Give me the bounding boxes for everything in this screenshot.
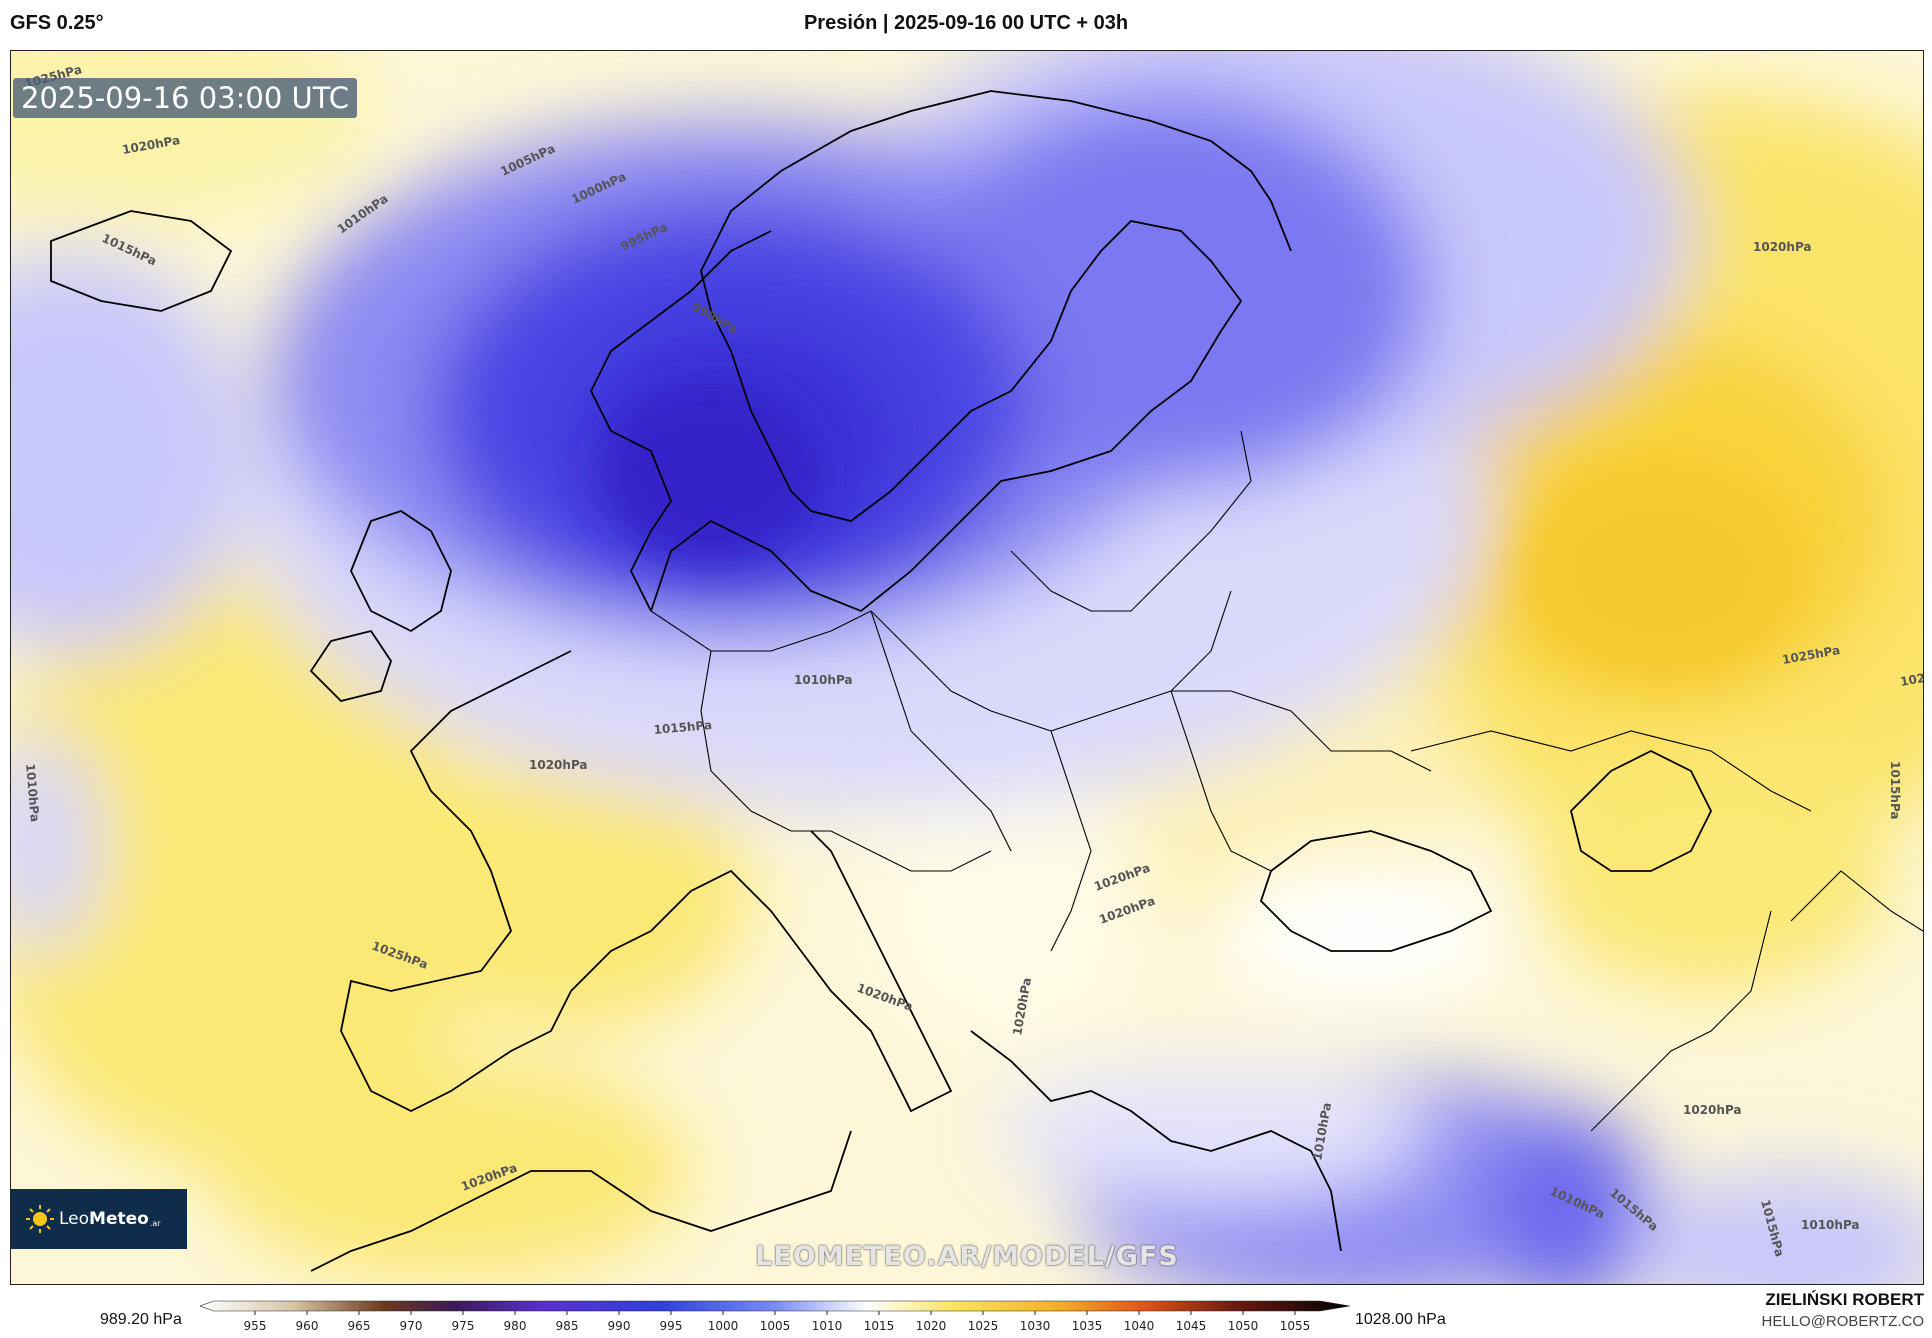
leometeo-logo: Leo Meteo .ar	[11, 1189, 187, 1249]
colorbar-tick-label: 985	[556, 1319, 579, 1333]
colorbar-ticks: 955 960 965 970 975 980 985 990 995 1000 1005 1010 1…	[244, 1311, 1311, 1333]
colorbar-tick-label: 1050	[1228, 1319, 1259, 1333]
pressure-field: 1020hPa 1025hPa 1015hPa 1010hPa 1005hPa …	[11, 51, 1923, 1284]
isobar-label: 1010hPa	[1801, 1218, 1860, 1232]
isobar-label: 1020hPa	[1683, 1103, 1742, 1117]
colorbar-tick-label: 980	[504, 1319, 527, 1333]
colorbar-tick-label: 995	[660, 1319, 683, 1333]
colorbar-tick-label: 1015	[864, 1319, 895, 1333]
colorbar-tick-label: 1020	[916, 1319, 947, 1333]
colorbar-tick-label: 975	[452, 1319, 475, 1333]
author-credit: ZIELIŃSKI ROBERT HELLO@ROBERTZ.CO	[1762, 1290, 1924, 1330]
colorbar-tick-label: 1030	[1020, 1319, 1051, 1333]
colorbar-tick-label: 1010	[812, 1319, 843, 1333]
logo-suffix: .ar	[149, 1218, 161, 1228]
logo-prefix: Leo	[59, 1209, 90, 1229]
colorbar-tick-label: 1025	[968, 1319, 999, 1333]
map-title: Presión | 2025-09-16 00 UTC + 03h	[803, 12, 1129, 34]
isobar-label: 1010hPa	[23, 763, 42, 823]
model-label: GFS 0.25°	[10, 12, 104, 34]
sun-icon	[26, 1205, 54, 1233]
isobar-label: 1010hPa	[794, 673, 853, 687]
timestamp-badge: 2025-09-16 03:00 UTC	[13, 78, 358, 118]
isobar-label: 1020hPa	[1753, 240, 1812, 254]
isobar-label: 1020hPa	[529, 758, 588, 772]
colorbar-tick-label: 1000	[708, 1319, 739, 1333]
colorbar-tick-label: 1035	[1072, 1319, 1103, 1333]
author-email: HELLO@ROBERTZ.CO	[1761, 1313, 1924, 1330]
pressure-map: 1020hPa 1025hPa 1015hPa 1010hPa 1005hPa …	[10, 50, 1924, 1285]
colorbar-tick-label: 1005	[760, 1319, 791, 1333]
colorbar-tick-label: 970	[400, 1319, 423, 1333]
colorbar: 955 960 965 970 975 980 985 990 995 1000 1005 1010 1…	[200, 1300, 1350, 1333]
colorbar-tick-label: 990	[608, 1319, 631, 1333]
logo-bold: Meteo	[89, 1209, 149, 1229]
coastlines	[50, 90, 1713, 1272]
colorbar-tick-label: 1040	[1124, 1319, 1155, 1333]
colorbar-tick-label: 1055	[1280, 1319, 1311, 1333]
watermark: LEOMETEO.AR/MODEL/GFS	[755, 1241, 1179, 1272]
colorbar-tick-label: 960	[296, 1319, 319, 1333]
colorbar-tick-label: 965	[348, 1319, 371, 1333]
colorbar-min-label: 989.20 hPa	[100, 1311, 182, 1328]
borders	[650, 430, 1923, 1132]
colorbar-tick-label: 1045	[1176, 1319, 1207, 1333]
colorbar-tick-label: 955	[244, 1319, 267, 1333]
colorbar-max-label: 1028.00 hPa	[1355, 1311, 1446, 1328]
isobar-label: 1015hPa	[653, 718, 713, 737]
author-name: ZIELIŃSKI ROBERT	[1765, 1290, 1924, 1309]
isobar-label: 1015hPa	[1888, 761, 1902, 820]
